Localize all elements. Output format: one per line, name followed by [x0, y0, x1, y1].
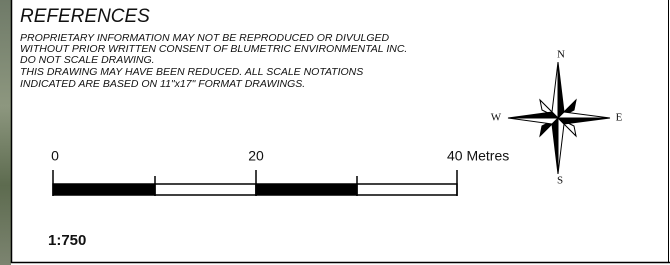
scale-label: 0	[51, 148, 59, 164]
references-panel: REFERENCES PROPRIETARY INFORMATION MAY N…	[0, 0, 670, 265]
scale-ratio: 1:750	[48, 232, 86, 249]
scale-label: 20	[248, 148, 264, 164]
compass-label: N	[557, 49, 565, 61]
note: INDICATED ARE BASED ON 11"x17" FORMAT DR…	[20, 78, 305, 90]
scale-label: 40 Metres	[447, 148, 509, 164]
note: THIS DRAWING MAY HAVE BEEN REDUCED. ALL …	[20, 66, 363, 78]
compass-label: W	[491, 112, 502, 124]
note: DO NOT SCALE DRAWING.	[20, 54, 155, 66]
aerial-strip	[0, 0, 11, 265]
compass-rose	[508, 62, 610, 174]
scale-bar	[53, 170, 457, 196]
title: REFERENCES	[20, 6, 150, 27]
compass-label: E	[616, 112, 623, 124]
compass-label: S	[557, 175, 563, 187]
